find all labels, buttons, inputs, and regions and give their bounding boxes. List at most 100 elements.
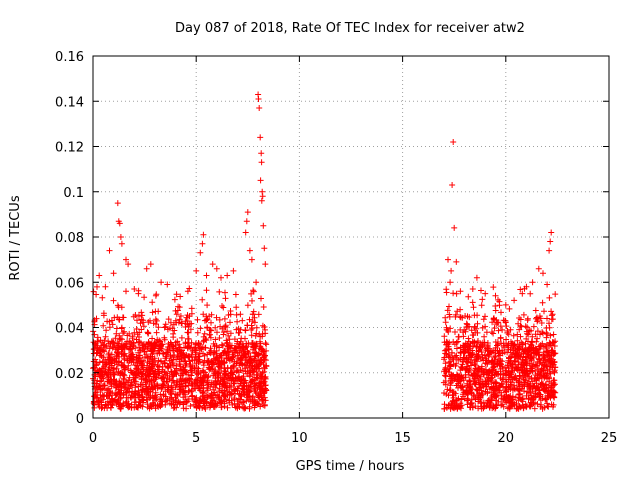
data-point <box>495 370 502 377</box>
data-point <box>261 356 268 363</box>
data-point <box>125 261 132 268</box>
data-point <box>479 378 486 385</box>
data-point <box>170 402 177 408</box>
data-point <box>145 330 152 336</box>
data-point <box>212 336 219 343</box>
data-point <box>220 329 227 336</box>
data-point <box>154 402 161 409</box>
y-tick-label: 0.12 <box>55 141 84 156</box>
data-point <box>116 220 123 227</box>
data-point <box>199 389 206 396</box>
data-point <box>516 353 523 360</box>
data-point <box>519 395 526 402</box>
data-point <box>542 362 549 368</box>
data-point <box>538 365 545 372</box>
data-point <box>180 371 186 378</box>
data-point <box>117 335 124 342</box>
y-tick-label: 0 <box>76 412 84 427</box>
data-point <box>165 316 172 323</box>
data-point <box>225 312 232 318</box>
data-point <box>105 393 112 399</box>
data-point <box>517 286 524 293</box>
data-point <box>478 390 485 397</box>
data-point <box>130 339 137 346</box>
data-point <box>489 374 496 381</box>
data-point <box>219 303 225 309</box>
data-point <box>110 339 117 346</box>
data-point <box>152 389 159 396</box>
data-point <box>164 363 171 370</box>
data-point <box>100 347 107 354</box>
data-point <box>540 386 547 393</box>
data-point <box>157 398 164 405</box>
data-point <box>547 355 554 362</box>
data-point <box>255 96 262 102</box>
data-point <box>113 355 120 362</box>
data-point <box>519 341 526 347</box>
data-point <box>251 355 258 362</box>
data-point <box>234 398 241 404</box>
data-point <box>151 361 158 368</box>
data-point <box>166 345 173 352</box>
data-point <box>180 364 187 371</box>
data-point <box>261 365 268 372</box>
data-point <box>153 321 159 328</box>
data-point <box>465 369 472 376</box>
data-point <box>139 396 146 403</box>
data-point <box>224 384 231 391</box>
data-point <box>138 375 145 381</box>
data-point <box>516 315 523 321</box>
data-point <box>128 404 135 411</box>
data-point <box>450 290 457 297</box>
data-point <box>259 397 265 404</box>
data-point <box>223 355 230 362</box>
data-point <box>117 405 124 412</box>
data-point <box>539 395 546 402</box>
data-point <box>488 358 495 365</box>
data-point <box>214 329 220 336</box>
data-point <box>212 356 219 363</box>
data-point <box>195 365 202 372</box>
data-point <box>132 380 139 387</box>
data-point <box>520 405 527 412</box>
data-point <box>91 377 98 384</box>
data-point <box>100 310 107 317</box>
data-point <box>482 290 489 297</box>
data-point <box>504 329 511 336</box>
data-point <box>145 319 152 326</box>
data-point <box>187 363 194 370</box>
data-point <box>136 392 143 399</box>
data-point <box>110 297 117 304</box>
data-point <box>515 361 522 368</box>
data-point <box>125 345 132 352</box>
data-point <box>503 323 510 330</box>
data-point <box>197 249 204 256</box>
data-point <box>167 325 173 332</box>
data-point <box>487 386 493 392</box>
data-point <box>182 382 189 389</box>
data-point <box>188 305 195 312</box>
data-point <box>258 295 264 302</box>
data-point <box>240 399 247 405</box>
data-point <box>546 339 553 346</box>
data-point <box>121 372 128 379</box>
data-point <box>471 324 478 331</box>
data-point <box>503 379 510 386</box>
data-point <box>460 348 467 355</box>
data-point <box>551 350 558 357</box>
data-point <box>474 353 481 360</box>
data-point <box>183 352 190 359</box>
data-point <box>541 308 547 315</box>
data-point <box>168 394 175 401</box>
data-point <box>186 285 193 292</box>
data-point <box>497 350 504 357</box>
data-point <box>198 378 205 385</box>
data-point <box>94 283 100 290</box>
data-point <box>188 354 195 361</box>
data-point <box>262 382 269 389</box>
data-point <box>442 364 449 371</box>
data-point <box>463 387 470 394</box>
data-point <box>451 341 458 348</box>
data-point <box>118 346 125 352</box>
data-point <box>447 279 454 286</box>
